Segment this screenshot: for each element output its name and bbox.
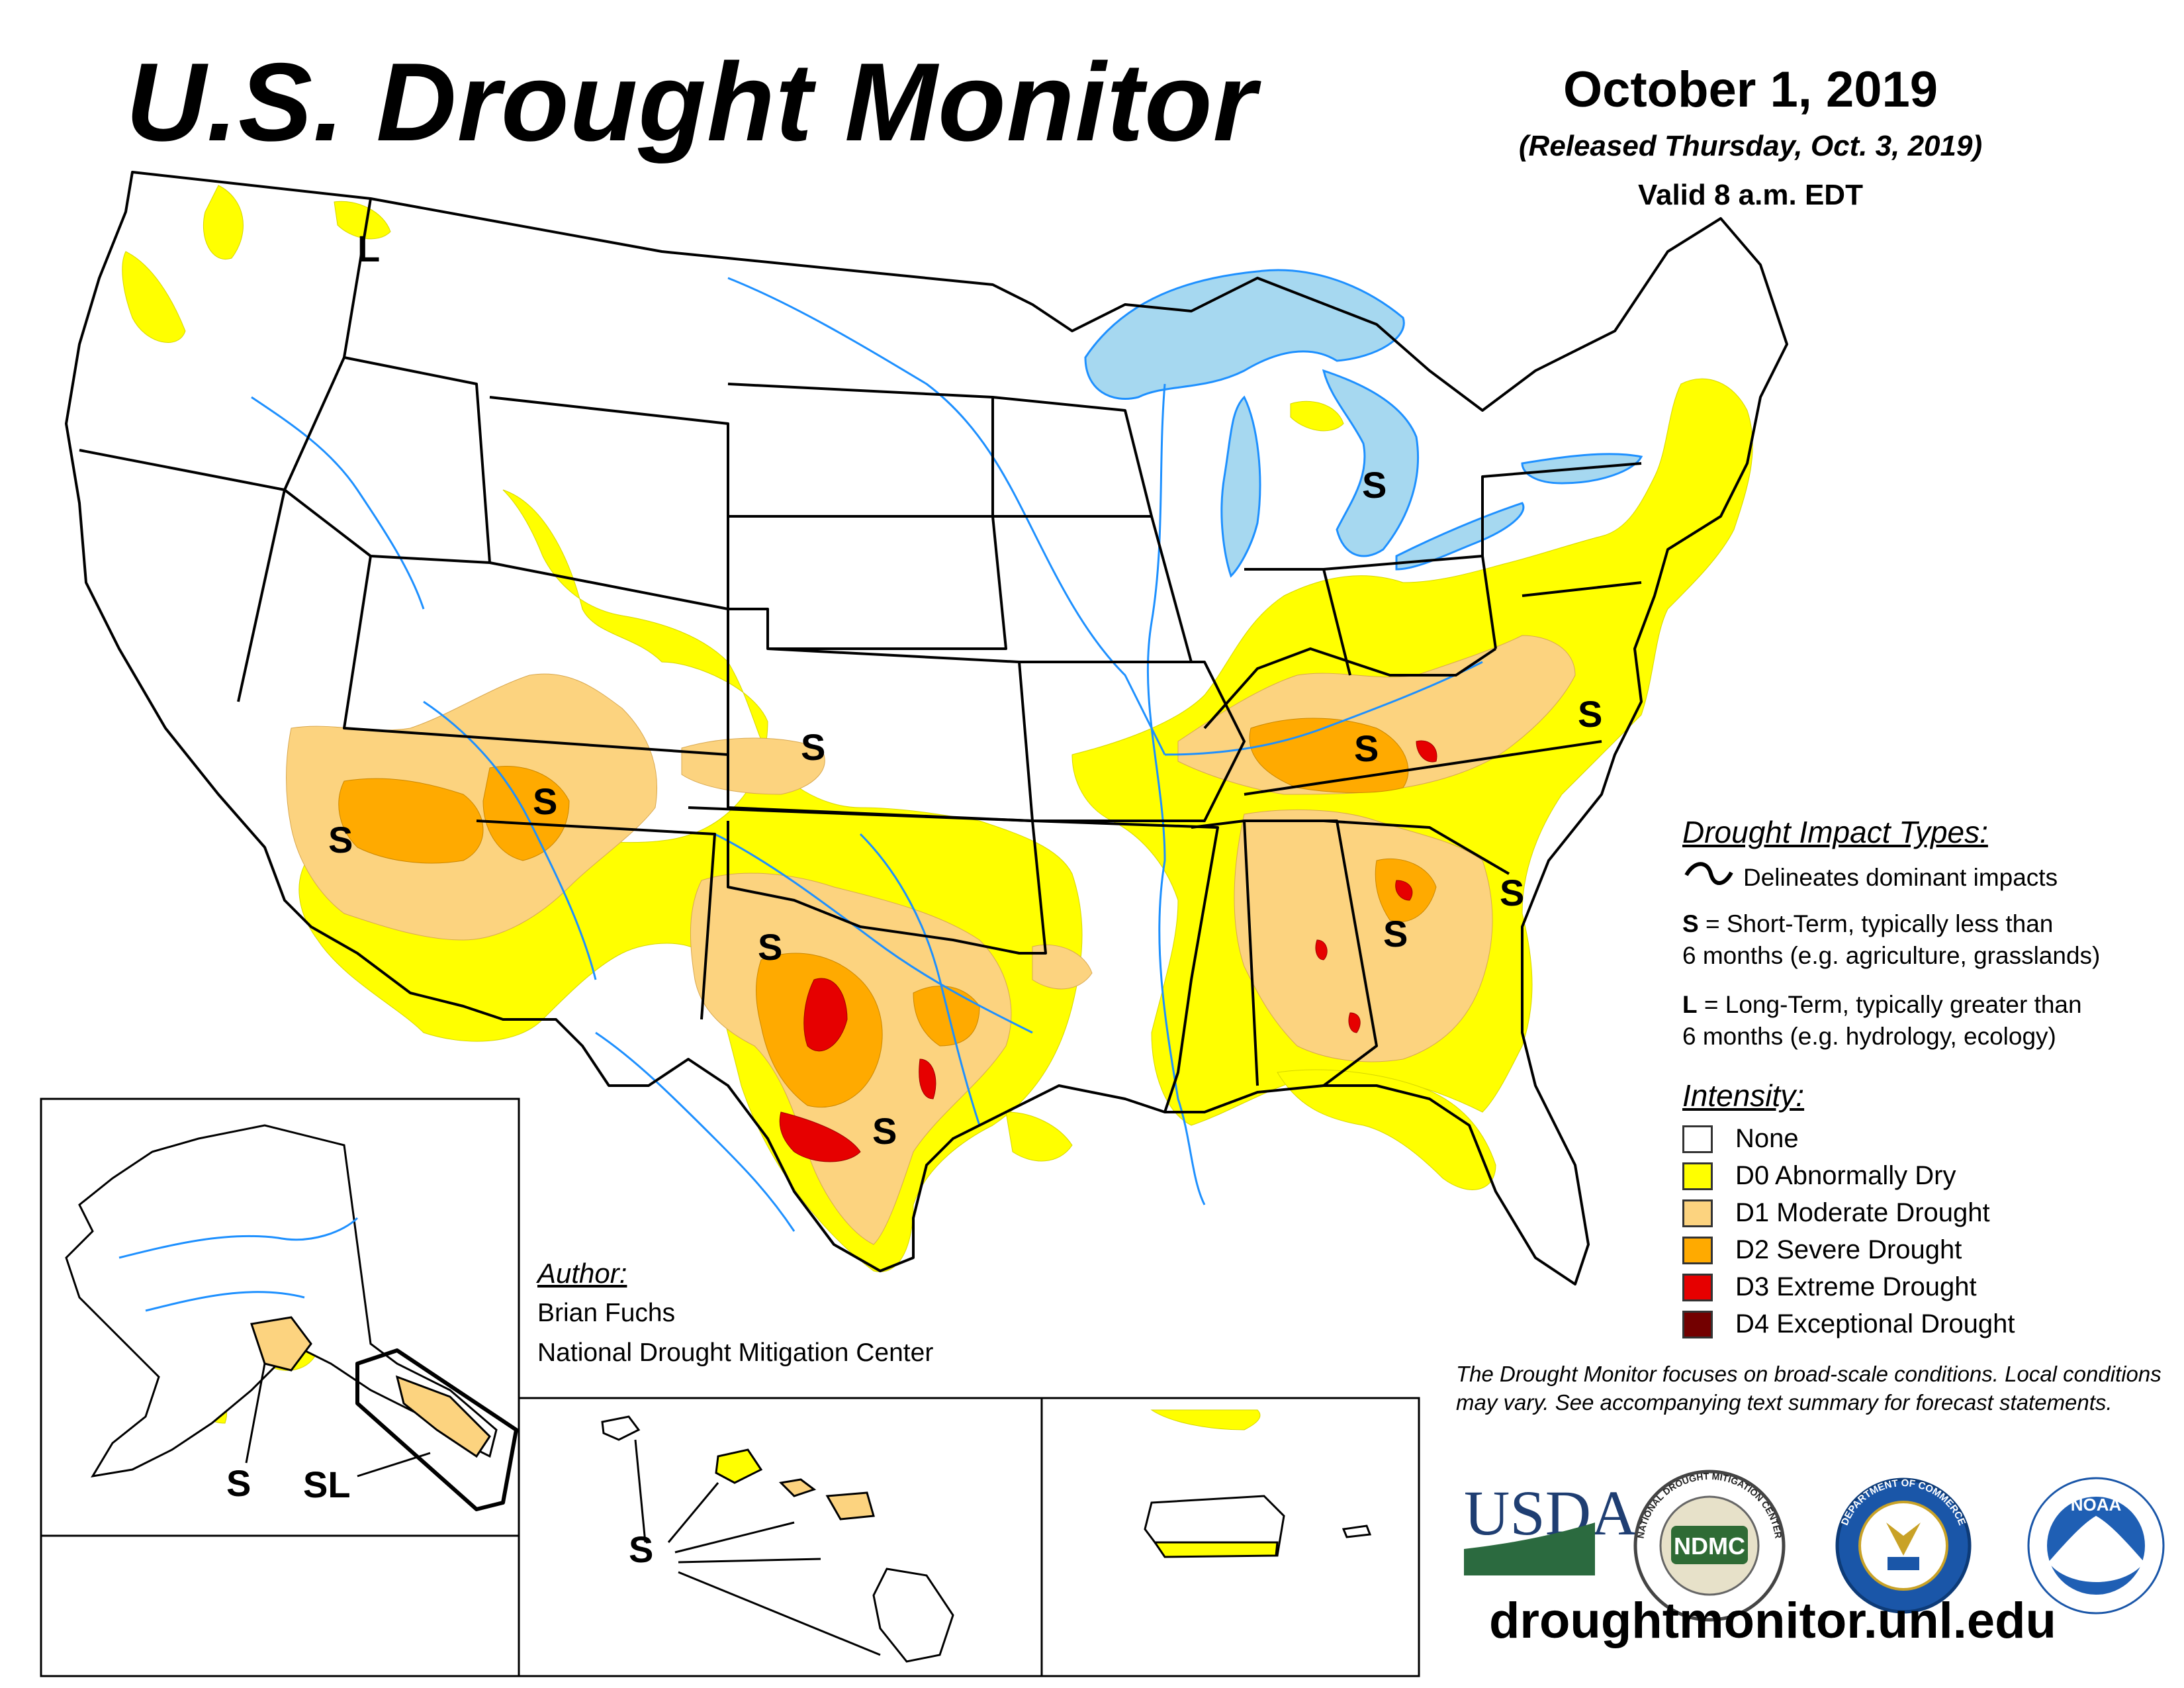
- legend-none-label: None: [1735, 1124, 1799, 1153]
- impact-types-heading: Drought Impact Types:: [1682, 815, 1988, 849]
- map-title: U.S. Drought Monitor: [126, 40, 1257, 164]
- state-boundaries: [65, 171, 1788, 1286]
- legend-d4-label: D4 Exceptional Drought: [1735, 1309, 2015, 1338]
- dominant-impact-line-icon: [1684, 862, 1733, 885]
- lake-huron: [1322, 369, 1419, 557]
- swatch-d0: [1682, 1162, 1713, 1190]
- swatch-d2: [1682, 1237, 1713, 1264]
- alaska-map: [65, 1124, 518, 1511]
- ndmc-wordmark: NDMC: [1674, 1532, 1745, 1560]
- long-term-key: L = Long-Term, typically greater than: [1682, 991, 2082, 1018]
- label-s-texas: S: [872, 1110, 897, 1152]
- lake-erie: [1395, 502, 1525, 571]
- label-s-alaska: S: [226, 1462, 251, 1504]
- label-l-idaho: L: [357, 228, 380, 269]
- label-s-michigan: S: [1362, 464, 1387, 506]
- puertorico-map: [1144, 1495, 1372, 1558]
- usda-swoosh: [1464, 1523, 1595, 1575]
- valid-time: Valid 8 a.m. EDT: [1638, 179, 1863, 211]
- inset-frames: [40, 1098, 1420, 1677]
- label-s-virginia: S: [1578, 693, 1602, 735]
- puertorico-inset-frame: [1040, 1397, 1420, 1677]
- author-org: National Drought Mitigation Center: [537, 1338, 934, 1367]
- intensity-heading: Intensity:: [1682, 1078, 1805, 1113]
- d3-areas: [779, 740, 1437, 1162]
- noaa-wordmark: NOAA: [2071, 1495, 2122, 1515]
- long-term-example: 6 months (e.g. hydrology, ecology): [1682, 1023, 2056, 1050]
- release-date: (Released Thursday, Oct. 3, 2019): [1518, 130, 1983, 162]
- short-term-example: 6 months (e.g. agriculture, grasslands): [1682, 942, 2101, 969]
- label-s-kentucky: S: [1354, 727, 1379, 769]
- hawaii-inset-frame: [518, 1397, 1043, 1677]
- label-s-newmexico: S: [533, 780, 557, 822]
- swatch-d4: [1682, 1311, 1713, 1338]
- author-heading: Author:: [537, 1258, 627, 1289]
- alaska-inset-frame: [40, 1098, 520, 1677]
- delineates-text: Delineates dominant impacts: [1743, 864, 2058, 891]
- great-lakes: [1084, 269, 1643, 578]
- author-name: Brian Fuchs: [537, 1299, 676, 1327]
- legend-d0-label: D0 Abnormally Dry: [1735, 1161, 1956, 1190]
- label-s-carolina: S: [1500, 872, 1524, 914]
- short-term-key: S = Short-Term, typically less than: [1682, 910, 2054, 937]
- swatch-none: [1682, 1125, 1713, 1153]
- doc-seal-logo: DEPARTMENT OF COMMERCE: [1835, 1477, 1972, 1614]
- swatch-d3: [1682, 1274, 1713, 1301]
- legend-d3-label: D3 Extreme Drought: [1735, 1272, 1977, 1301]
- disclaimer-text: The Drought Monitor focuses on broad-sca…: [1456, 1362, 2161, 1415]
- hawaii-map: [601, 1415, 954, 1663]
- impact-labels: L S S S S S S S S S S S SL S S: [226, 228, 1602, 1570]
- noaa-logo: NOAA: [2027, 1477, 2165, 1615]
- lake-michigan: [1220, 395, 1261, 578]
- label-s-kansas: S: [801, 726, 825, 768]
- label-s-georgia: S: [1383, 913, 1408, 955]
- website-link[interactable]: droughtmonitor.unl.edu: [1489, 1593, 2056, 1649]
- swatch-d1: [1682, 1199, 1713, 1227]
- legend-d2-label: D2 Severe Drought: [1735, 1235, 1962, 1264]
- lake-superior: [1084, 269, 1405, 400]
- label-s-arizona: S: [328, 819, 353, 861]
- ndmc-logo: NDMC NATIONAL DROUGHT MITIGATION CENTER: [1633, 1470, 1786, 1622]
- label-s-hawaii: S: [629, 1528, 653, 1570]
- label-sl-alaska: SL: [303, 1464, 351, 1505]
- usda-logo: USDA: [1464, 1477, 1637, 1575]
- label-s-oklahoma: S: [758, 926, 782, 968]
- map-date: October 1, 2019: [1563, 62, 1938, 118]
- legend-d1-label: D1 Moderate Drought: [1735, 1198, 1990, 1227]
- rivers: [251, 277, 1483, 1232]
- conus-outline: [65, 171, 1788, 1286]
